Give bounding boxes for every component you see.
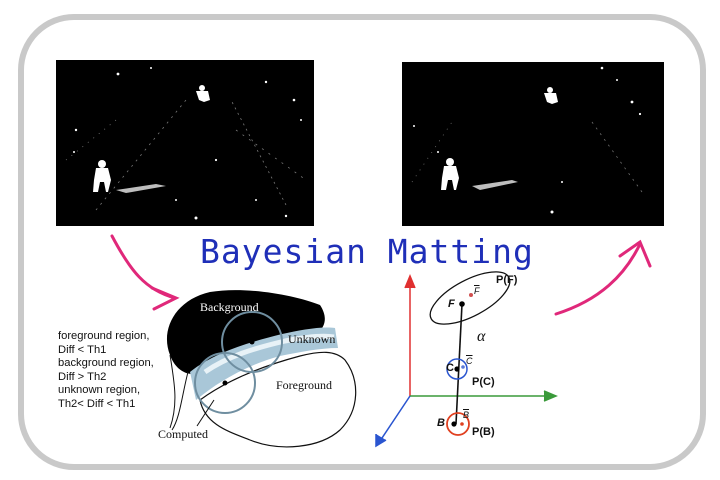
computed-label: Computed (158, 427, 208, 441)
bbar-label: B (463, 410, 470, 420)
region-legend: foreground region, Diff < Th1 background… (58, 330, 178, 412)
background-label: Background (200, 300, 259, 314)
person-silhouette-icon (93, 160, 111, 192)
unknown-label: Unknown (288, 332, 336, 346)
video-frame-right (402, 62, 664, 226)
diagram-title: Bayesian Matting (200, 232, 534, 271)
video-frame-left (56, 60, 314, 226)
pf-label: P(F) (496, 274, 518, 286)
alpha-label: α (477, 328, 486, 345)
legend-line: Th2< Diff < Th1 (58, 397, 136, 410)
pc-label: P(C) (472, 376, 495, 388)
foreground-label: Foreground (276, 378, 332, 392)
legend-line: background region, (58, 357, 154, 370)
pb-label: P(B) (472, 426, 495, 438)
legend-line: Diff < Th1 (58, 343, 107, 356)
cbar-label: C (466, 356, 473, 366)
c-label: C (446, 362, 454, 374)
legend-line: foreground region, (58, 330, 150, 342)
legend-line: Diff > Th2 (58, 370, 107, 383)
f-label: F (448, 298, 455, 310)
b-label: B (437, 417, 445, 429)
legend-line: unknown region, (58, 384, 141, 397)
fbar-label: F (474, 286, 480, 296)
person-silhouette-icon (441, 158, 459, 190)
